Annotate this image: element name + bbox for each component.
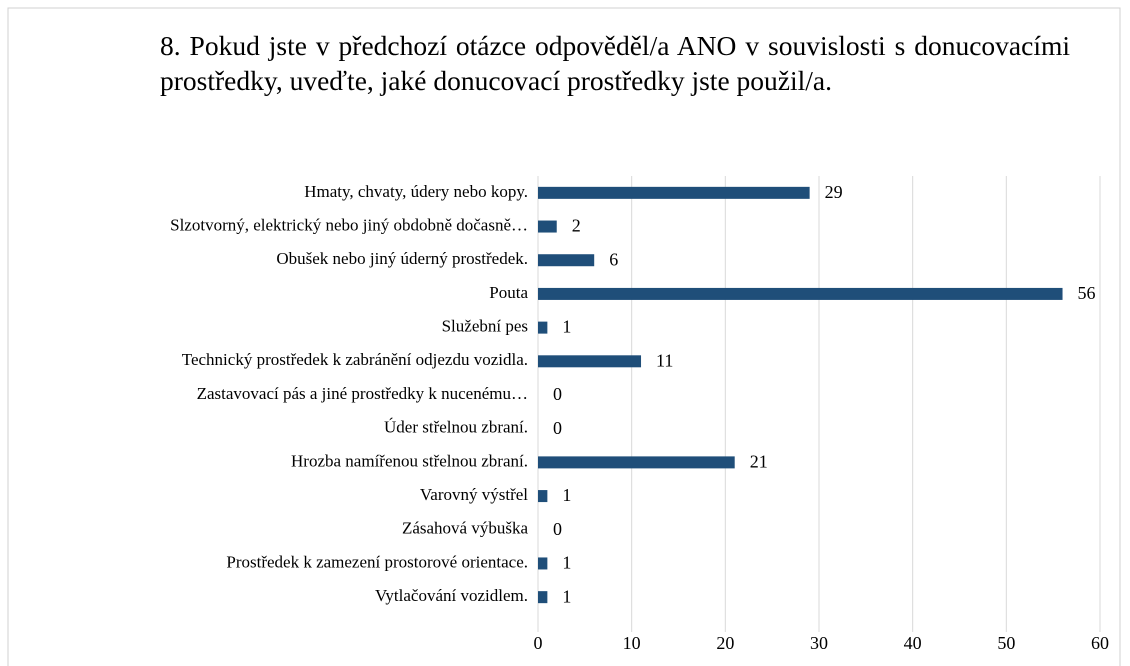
x-tick-label: 50 [997, 633, 1015, 653]
y-tick-label: Úder střelnou zbraní. [384, 418, 528, 437]
y-tick-label: Zásahová výbuška [402, 519, 529, 538]
y-tick-label: Obušek nebo jiný úderný prostředek. [276, 249, 528, 268]
bar [538, 557, 548, 570]
value-label: 29 [825, 182, 843, 202]
y-tick-label: Vytlačování vozidlem. [375, 586, 528, 605]
bar [538, 355, 642, 368]
y-tick-label: Prostředek k zamezení prostorové orienta… [226, 552, 528, 571]
x-tick-label: 20 [716, 633, 734, 653]
y-tick-label: Hrozba namířenou střelnou zbraní. [291, 451, 528, 470]
bar [538, 456, 735, 469]
value-label: 1 [562, 317, 571, 337]
value-label: 0 [553, 418, 562, 438]
value-label: 21 [750, 452, 768, 472]
value-label: 11 [656, 350, 673, 370]
value-label: 56 [1078, 283, 1096, 303]
y-tick-label: Hmaty, chvaty, údery nebo kopy. [304, 182, 528, 201]
y-tick-label: Technický prostředek k zabránění odjezdu… [182, 350, 528, 369]
y-tick-label: Služební pes [442, 317, 528, 336]
bar [538, 490, 548, 503]
value-label: 1 [562, 553, 571, 573]
x-tick-label: 30 [810, 633, 828, 653]
x-tick-label: 10 [623, 633, 641, 653]
bar [538, 186, 810, 199]
bar [538, 220, 557, 233]
y-tick-label: Varovný výstřel [420, 485, 528, 504]
y-tick-label: Pouta [489, 283, 528, 302]
chart-border [7, 7, 1121, 666]
chart-title: 8. Pokud jste v předchozí otázce odpověd… [160, 30, 1070, 96]
x-tick-label: 40 [904, 633, 922, 653]
value-label: 2 [572, 216, 581, 236]
x-tick-label: 0 [534, 633, 543, 653]
bar [538, 591, 548, 604]
value-label: 0 [553, 384, 562, 404]
y-tick-label: Slzotvorný, elektrický nebo jiný obdobně… [170, 215, 528, 234]
bar [538, 287, 1063, 300]
bar [538, 321, 548, 334]
value-label: 1 [562, 586, 571, 606]
value-label: 0 [553, 519, 562, 539]
value-label: 6 [609, 249, 618, 269]
y-tick-label: Zastavovací pás a jiné prostředky k nuce… [197, 384, 528, 403]
bar [538, 254, 595, 267]
x-tick-label: 60 [1091, 633, 1109, 653]
value-label: 1 [562, 485, 571, 505]
